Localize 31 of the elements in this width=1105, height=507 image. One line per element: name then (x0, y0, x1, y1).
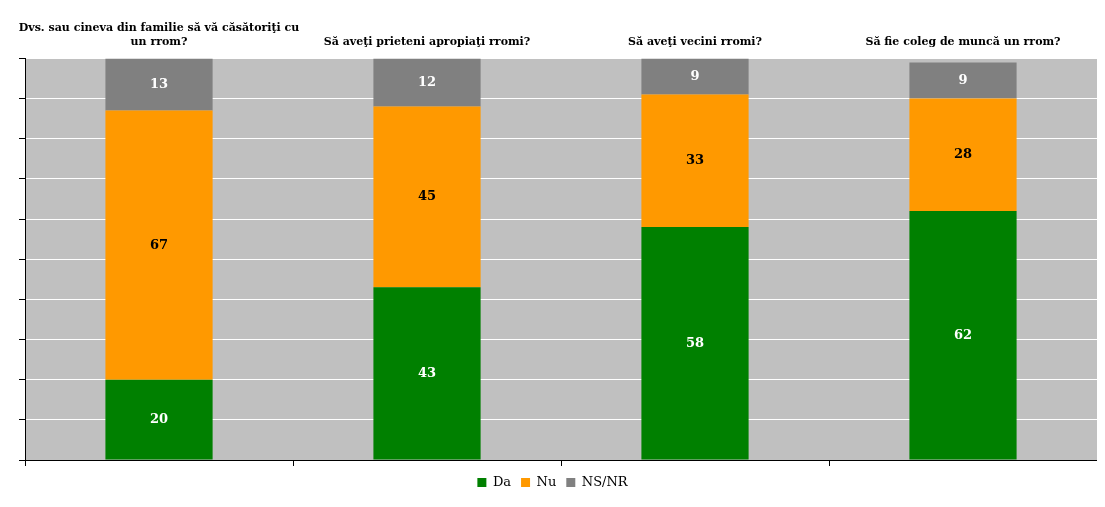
bar (373, 106, 481, 288)
data-label: 33 (685, 152, 705, 168)
x-tick-label: Dvs. sau cineva din familie să vă căsătoriţi cu un rrom? (18, 21, 300, 48)
data-label: 9 (690, 67, 700, 83)
bar (373, 287, 481, 460)
x-tick-label: Să aveţi vecini rromi? (628, 34, 762, 48)
bar (909, 98, 1017, 212)
data-label: 20 (149, 410, 169, 426)
legend-label: Da (492, 473, 512, 489)
bar (909, 211, 1017, 460)
legend-label: NS/NR (581, 473, 629, 489)
data-label: 28 (953, 146, 973, 162)
data-label: 12 (417, 73, 437, 89)
x-tick-label: Să fie coleg de muncă un rrom? (865, 34, 1061, 48)
bar (105, 58, 213, 111)
legend-label: Nu (536, 473, 557, 489)
data-label: 67 (149, 236, 169, 252)
data-label: 45 (417, 188, 437, 204)
data-label: 13 (149, 75, 169, 91)
data-label: 9 (958, 71, 968, 87)
bar (641, 58, 749, 95)
bar (105, 110, 213, 380)
x-tick-label: Să aveţi prieteni apropiaţi rromi? (323, 34, 531, 48)
data-label: 43 (417, 364, 437, 380)
data-label: 58 (685, 334, 705, 350)
data-label: 62 (953, 326, 973, 342)
bar (641, 227, 749, 460)
bar (105, 379, 213, 460)
bar (909, 62, 1017, 99)
bar (641, 94, 749, 228)
bar (373, 58, 481, 107)
